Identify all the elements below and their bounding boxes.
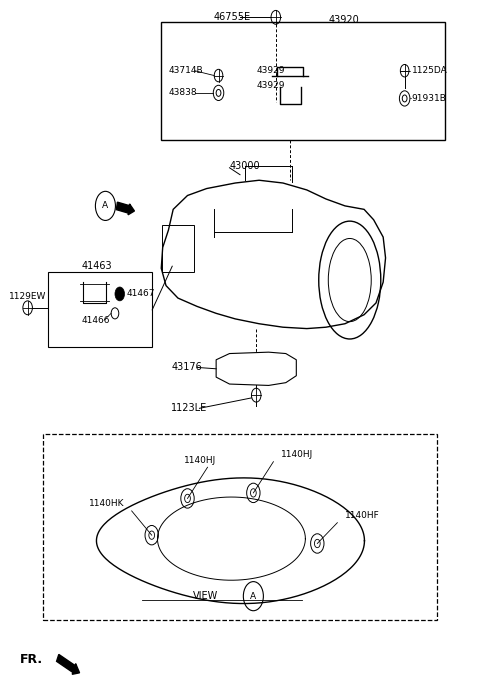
Text: 43000: 43000 [229,161,260,171]
Bar [43,434,437,619]
Text: 41466: 41466 [82,316,110,325]
Text: 1140HJ: 1140HJ [281,450,313,459]
Text: A: A [250,592,256,601]
Text: 1140HJ: 1140HJ [184,456,216,465]
Text: 43838: 43838 [168,88,197,97]
Text: 46755E: 46755E [214,13,251,22]
Text: 43920: 43920 [328,15,359,25]
FancyArrow shape [57,654,80,674]
Bar [162,225,194,271]
Text: 43929: 43929 [257,66,285,75]
Text: 1140HF: 1140HF [345,512,379,520]
Bar [161,22,445,140]
FancyArrow shape [116,202,134,215]
Text: 41467: 41467 [126,290,155,299]
Text: 43176: 43176 [171,363,202,372]
Text: 41463: 41463 [82,261,112,271]
Circle shape [115,287,124,301]
Text: 43929: 43929 [257,81,285,90]
Text: 1125DA: 1125DA [412,66,447,75]
Text: VIEW: VIEW [193,591,218,601]
Text: A: A [102,201,108,210]
Text: 1140HK: 1140HK [89,500,124,509]
Text: FR.: FR. [20,654,43,667]
Text: 43714B: 43714B [168,66,203,75]
Text: 1129EW: 1129EW [9,292,46,301]
Bar [48,271,152,347]
Text: 1123LE: 1123LE [171,403,207,413]
Text: 91931B: 91931B [412,94,447,103]
